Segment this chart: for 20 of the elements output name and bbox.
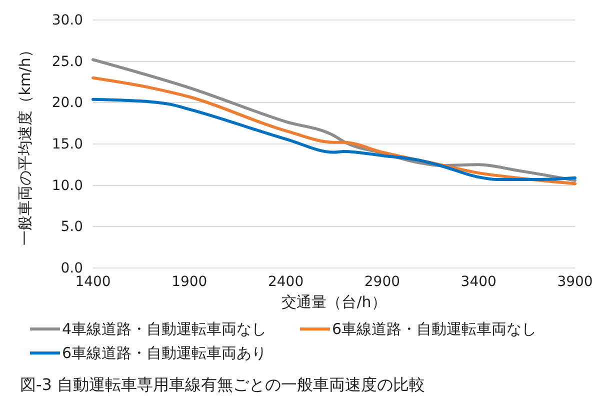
text: 図-3 自動運転車専用車線有無ごとの一般車両速度の比較 — [20, 375, 426, 394]
x-tick-label: 1400 — [75, 274, 111, 290]
x-tick-label: 1900 — [172, 274, 208, 290]
legend-label: 6車線道路・自動運転車両なし — [332, 320, 537, 338]
x-tick-label: 3400 — [460, 274, 496, 290]
legend-label: 4車線道路・自動運転車両なし — [62, 320, 267, 338]
line-series — [92, 98, 576, 182]
y-tick-label: 25.0 — [52, 54, 83, 70]
y-tick-label: 20.0 — [52, 95, 83, 112]
legend-label: 6車線道路・自動運転車両あり — [62, 344, 267, 362]
x-tick-label: 3900 — [557, 274, 593, 290]
y-tick-label: 0.0 — [60, 260, 83, 276]
y-axis-title: 一般車両の平均速度（km/h） — [16, 42, 34, 246]
x-axis-title: 交通量（台/h） — [282, 293, 386, 311]
x-tick-label: 2400 — [268, 274, 304, 290]
x-tick-label: 2900 — [364, 274, 400, 290]
y-tick-label: 10.0 — [52, 178, 83, 194]
y-tick-label: 5.0 — [60, 219, 83, 236]
y-tick-label: 30.0 — [52, 12, 83, 28]
y-tick-label: 15.0 — [52, 136, 83, 152]
